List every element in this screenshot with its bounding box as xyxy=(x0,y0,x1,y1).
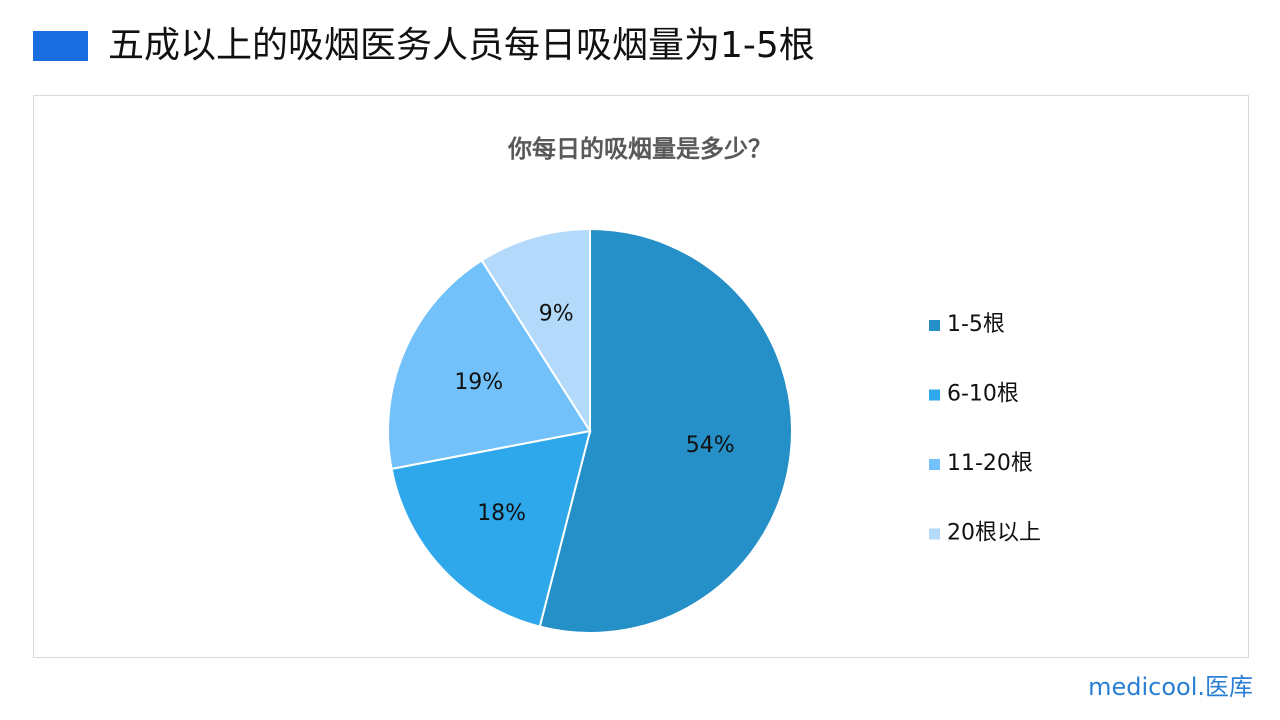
pie-slice xyxy=(538,227,793,634)
pie-slice xyxy=(390,429,592,628)
legend-swatch xyxy=(929,459,940,470)
legend-swatch xyxy=(929,528,940,540)
legend-label: 1-5根 xyxy=(947,312,1005,337)
legend-swatch xyxy=(929,320,940,331)
legend-label: 6-10根 xyxy=(947,382,1019,407)
legend-label: 20根以上 xyxy=(947,521,1041,546)
chart-title: 你每日的吸烟量是多少？ xyxy=(507,135,772,163)
pie-slice xyxy=(480,227,591,435)
pie-slice xyxy=(387,259,592,471)
logo: medicool.医库 xyxy=(1088,673,1253,701)
data-label: 18% xyxy=(477,501,526,526)
data-label: 9% xyxy=(539,302,574,327)
header-bar xyxy=(33,31,88,61)
data-label: 19% xyxy=(454,370,503,395)
legend-swatch xyxy=(929,389,940,401)
legend-label: 11-20根 xyxy=(947,451,1033,476)
data-label: 54% xyxy=(686,433,735,458)
slide-title: 五成以上的吸烟医务人员每日吸烟量为1-5根 xyxy=(108,25,815,66)
